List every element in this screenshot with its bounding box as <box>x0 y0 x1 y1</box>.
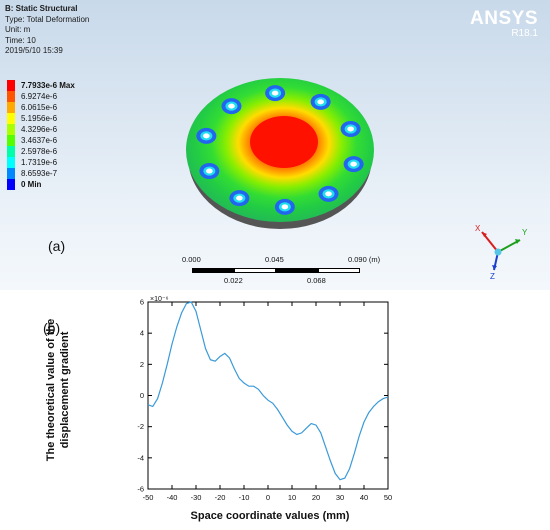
chart-x-axis-label: Space coordinate values (mm) <box>190 510 350 522</box>
max-deformation-region <box>250 116 318 168</box>
legend-label: 0 Min <box>21 180 42 189</box>
scale-label-0: 0.000 <box>182 255 201 264</box>
figure-label-b: (b) <box>43 320 61 336</box>
bolt-hole <box>310 93 331 110</box>
y-tick-label: -4 <box>137 453 144 462</box>
brand-name: ANSYS <box>470 8 538 29</box>
x-tick-label: -30 <box>191 493 202 502</box>
y-tick-label: -2 <box>137 422 144 431</box>
x-tick-label: -10 <box>239 493 250 502</box>
x-tick-label: 0 <box>266 493 270 502</box>
triad-z-label: Z <box>490 272 495 280</box>
result-info-header: B: Static Structural Type: Total Deforma… <box>5 4 89 57</box>
bolt-hole <box>318 185 339 202</box>
brand-version: R18.1 <box>511 28 538 39</box>
result-type: Type: Total Deformation <box>5 14 90 24</box>
legend-label: 8.6593e-7 <box>21 169 58 178</box>
y-tick-label: 2 <box>140 360 144 369</box>
legend-label: 2.5978e-6 <box>21 147 58 156</box>
scale-seg-1 <box>192 268 234 273</box>
result-date: 2019/5/10 15:39 <box>5 46 63 55</box>
scale-label-045: 0.045 <box>265 255 284 264</box>
x-tick-label: 10 <box>288 493 296 502</box>
x-tick-label: 40 <box>360 493 368 502</box>
legend-label: 5.1956e-6 <box>21 114 58 123</box>
scale-label-022: 0.022 <box>224 276 243 285</box>
series-line <box>147 301 389 481</box>
triad-origin <box>494 248 502 256</box>
triad-x-label: X <box>475 224 481 233</box>
scale-label-068: 0.068 <box>307 276 326 285</box>
scale-seg-2 <box>234 268 276 273</box>
triad-y-label: Y <box>522 228 528 237</box>
legend-swatch <box>7 124 15 135</box>
bolt-hole <box>196 127 217 144</box>
result-time: Time: 10 <box>5 35 36 45</box>
x-tick-label: -40 <box>167 493 178 502</box>
x-tick-label: -20 <box>215 493 226 502</box>
bolt-hole <box>343 156 364 173</box>
legend-label: 7.7933e-6 Max <box>21 81 75 90</box>
deformation-contour-plate[interactable] <box>180 62 380 237</box>
bolt-hole <box>229 190 250 207</box>
x-tick-label: 20 <box>312 493 320 502</box>
legend-label: 4.3296e-6 <box>21 125 58 134</box>
legend-label: 3.4637e-6 <box>21 136 58 145</box>
legend-swatch <box>7 113 15 124</box>
scale-bar: 0.000 0.045 0.090 (m) 0.022 0.068 <box>182 255 394 285</box>
ansys-viewport[interactable]: B: Static Structural Type: Total Deforma… <box>0 0 550 290</box>
legend-swatch <box>7 102 15 113</box>
legend-swatch <box>7 168 15 179</box>
x-tick-label: 30 <box>336 493 344 502</box>
result-unit: Unit: m <box>5 25 31 34</box>
legend-label: 6.9274e-6 <box>21 92 58 101</box>
bolt-holes <box>196 85 364 215</box>
legend-swatch <box>7 146 15 157</box>
legend-swatch <box>7 91 15 102</box>
legend-label: 1.7319e-6 <box>21 158 58 167</box>
bolt-hole <box>274 198 295 215</box>
legend-label: 6.0615e-6 <box>21 103 58 112</box>
y-tick-label: -6 <box>137 485 144 494</box>
legend-swatch <box>7 179 15 190</box>
analysis-title: B: Static Structural <box>5 4 78 13</box>
scale-seg-4 <box>318 268 360 273</box>
bolt-hole <box>265 85 286 102</box>
figure-label-a: (a) <box>48 238 66 254</box>
bolt-hole <box>221 98 242 115</box>
scale-label-090: 0.090 (m) <box>348 255 381 264</box>
bolt-hole <box>340 120 361 137</box>
y-tick-label: 6 <box>140 298 144 307</box>
x-tick-label: 50 <box>384 493 392 502</box>
legend-swatch <box>7 157 15 168</box>
legend-swatch <box>7 80 15 91</box>
scale-seg-3 <box>276 268 318 273</box>
y-multiplier-label: ×10⁻⁶ <box>150 296 169 303</box>
axis-triad[interactable]: X Y Z <box>470 220 530 280</box>
ansys-logo: ANSYS R18.1 <box>470 8 538 39</box>
x-tick-label: -50 <box>143 493 154 502</box>
y-tick-label: 0 <box>140 391 144 400</box>
y-tick-label: 4 <box>140 329 144 338</box>
bolt-hole <box>199 163 220 180</box>
legend-swatch <box>7 135 15 146</box>
